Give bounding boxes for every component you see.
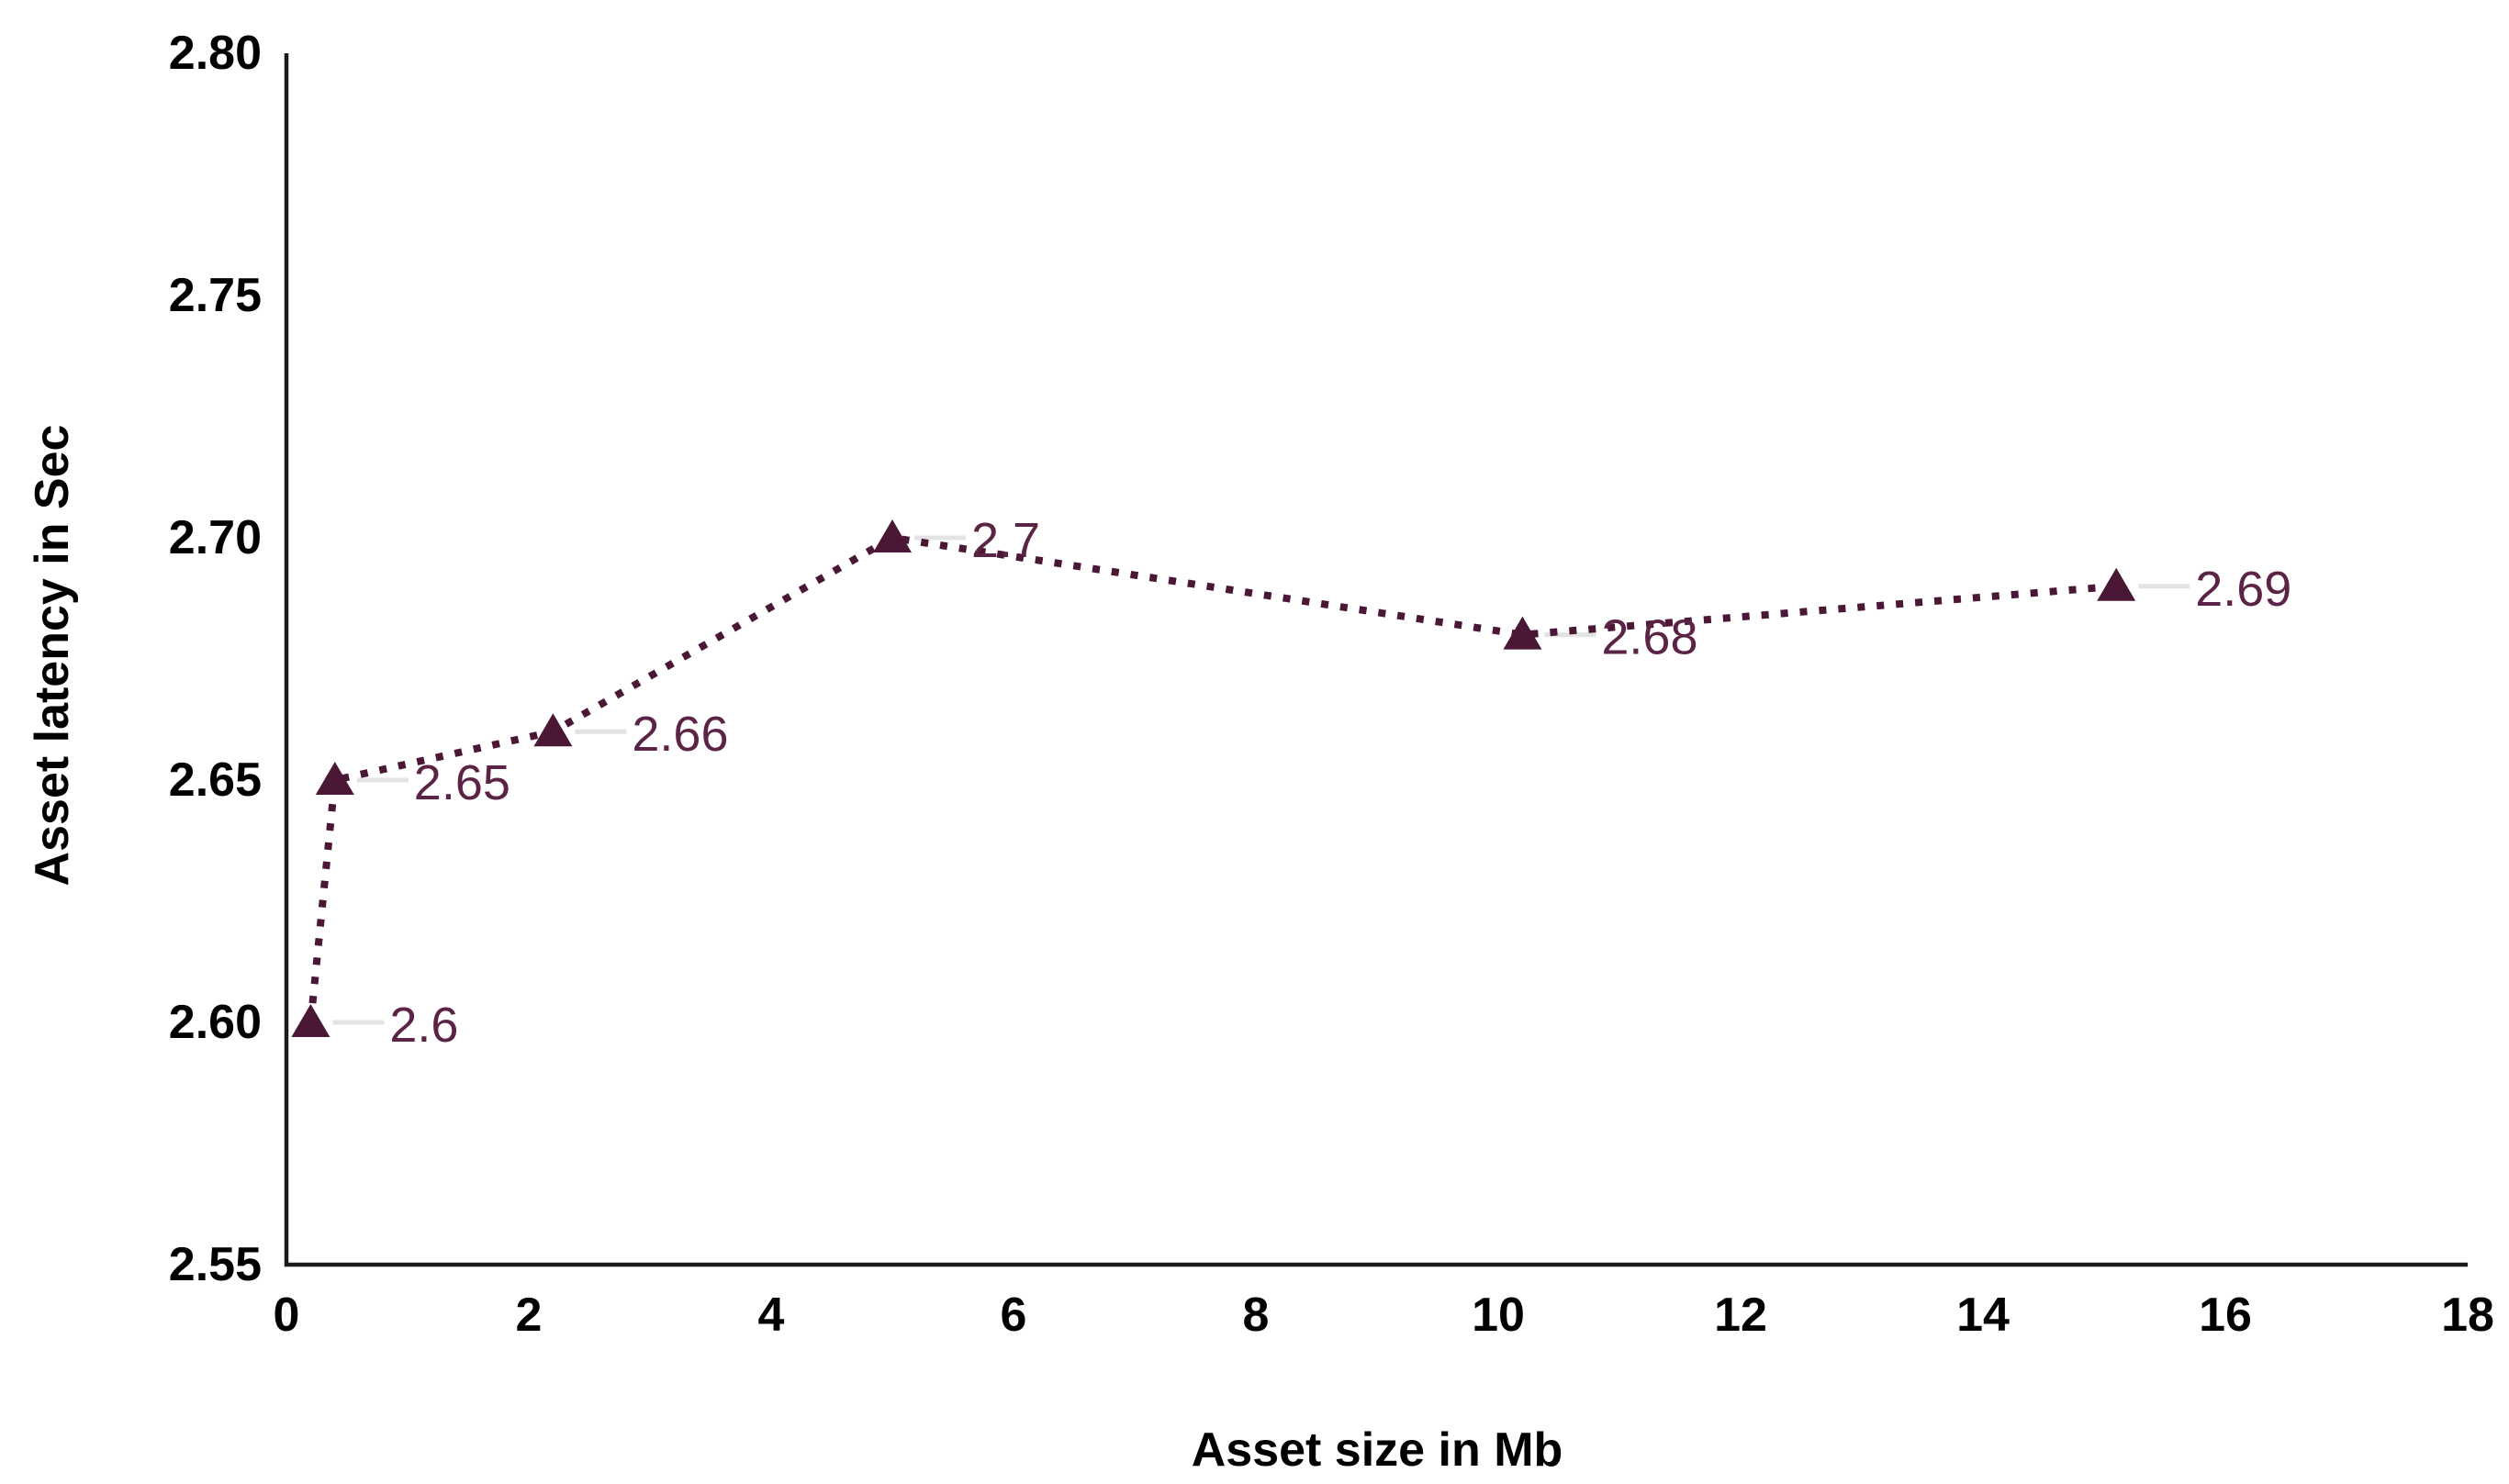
data-point-label: 2.69 — [2195, 562, 2291, 617]
data-point-label: 2.66 — [632, 707, 728, 762]
x-axis-tick-label: 8 — [1243, 1289, 1270, 1342]
axis-lines — [284, 53, 2468, 1267]
data-point-marker — [291, 1004, 330, 1037]
data-point-marker — [2097, 567, 2136, 601]
x-axis-tick-label: 10 — [1472, 1289, 1525, 1342]
x-axis-title: Asset size in Mb — [1192, 1423, 1563, 1477]
y-axis-tick-label: 2.80 — [169, 27, 262, 80]
data-point-label: 2.7 — [971, 513, 1040, 568]
data-point-marker — [873, 519, 912, 552]
x-axis-tick-label: 16 — [2199, 1289, 2252, 1342]
y-axis-tick-label: 2.65 — [169, 753, 262, 807]
series-dotted-line — [307, 533, 2117, 1023]
x-axis-tick-label: 4 — [758, 1289, 785, 1342]
y-axis-tick-label: 2.60 — [169, 996, 262, 1049]
y-axis-title: Asset latency in Sec — [26, 425, 79, 887]
data-point-label: 2.65 — [414, 755, 510, 810]
data-point-label: 2.6 — [389, 998, 458, 1053]
y-axis-tick-label: 2.70 — [169, 511, 262, 564]
x-axis-tick-label: 6 — [1001, 1289, 1027, 1342]
data-point-marker — [1503, 616, 1542, 650]
x-axis-tick-label: 18 — [2441, 1289, 2494, 1342]
y-axis-tick-label: 2.55 — [169, 1238, 262, 1291]
x-axis-tick-label: 2 — [516, 1289, 543, 1342]
x-axis-tick-label: 14 — [1956, 1289, 2010, 1342]
y-axis-tick-label: 2.75 — [169, 269, 262, 322]
x-axis-tick-label: 0 — [274, 1289, 300, 1342]
x-axis-tick-label: 12 — [1714, 1289, 1767, 1342]
data-point-marker — [533, 713, 573, 747]
data-point-marker — [315, 762, 354, 795]
data-point-label: 2.68 — [1601, 610, 1697, 665]
